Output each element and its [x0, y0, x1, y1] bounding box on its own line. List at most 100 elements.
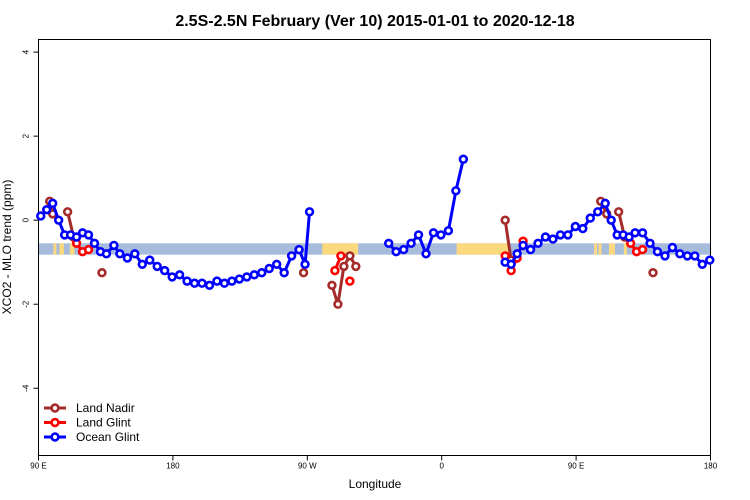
data-point — [197, 278, 207, 288]
data-point — [345, 251, 355, 261]
data-point — [234, 274, 245, 284]
data-point — [585, 213, 595, 223]
data-point — [152, 261, 162, 272]
data-point — [512, 249, 522, 259]
legend-label: Land Glint — [76, 416, 131, 430]
land-band-segment — [608, 243, 615, 255]
data-point — [83, 230, 94, 240]
land-ocean-band — [38, 243, 711, 255]
data-point — [413, 230, 424, 240]
x-tick-label: 180 — [704, 462, 718, 471]
data-point — [182, 276, 192, 286]
legend-item: Land Glint — [44, 416, 131, 430]
data-point — [648, 268, 658, 278]
data-point — [606, 215, 616, 225]
data-point — [279, 268, 289, 278]
data-point — [548, 234, 558, 244]
data-point — [406, 238, 416, 248]
land-band-segment — [594, 243, 598, 255]
data-point — [109, 240, 119, 251]
data-point — [652, 247, 663, 257]
data-point — [345, 276, 355, 286]
data-point — [115, 249, 125, 259]
axes: 90 E 180 90 W 0 90 E 180 4 2 0 -2 -4 — [22, 49, 718, 470]
data-point — [436, 230, 446, 240]
data-point — [593, 207, 603, 217]
data-point — [518, 240, 528, 251]
data-point — [145, 255, 155, 265]
data-point — [304, 207, 315, 217]
data-point — [428, 228, 439, 238]
data-point — [697, 259, 707, 270]
data-point — [71, 232, 82, 242]
land-band-segment — [59, 243, 64, 255]
data-point — [159, 265, 170, 276]
data-point — [36, 211, 46, 221]
data-point — [690, 251, 700, 261]
data-point — [167, 272, 177, 282]
data-point — [682, 251, 693, 261]
data-point — [570, 221, 581, 232]
legend-label: Land Nadir — [76, 401, 135, 415]
x-axis-title: Longitude — [349, 477, 402, 491]
data-point — [83, 244, 94, 255]
data-point — [294, 244, 304, 255]
data-point — [506, 259, 516, 270]
data-point — [122, 253, 133, 263]
land-band-segment — [456, 243, 509, 255]
data-point — [443, 225, 454, 236]
legend-marker — [50, 417, 60, 428]
data-point — [189, 278, 200, 288]
x-tick-label: 180 — [166, 462, 180, 471]
legend-marker — [50, 432, 60, 442]
data-point — [637, 228, 648, 238]
x-tick-label: 0 — [439, 462, 444, 471]
data-point — [555, 230, 566, 240]
data-point — [336, 251, 346, 261]
data-point — [383, 238, 394, 248]
plot-frame — [38, 39, 711, 456]
data-point — [630, 228, 640, 238]
data-point — [62, 207, 73, 217]
data-point — [101, 249, 112, 259]
y-tick-label: 2 — [22, 133, 31, 138]
legend-label: Ocean Glint — [76, 430, 140, 444]
data-point — [89, 238, 100, 248]
data-point — [212, 276, 222, 286]
data-point — [675, 249, 685, 259]
data-point — [613, 207, 624, 217]
data-point — [47, 198, 58, 209]
data-point — [667, 242, 678, 253]
land-band-segment — [322, 243, 359, 255]
data-point — [451, 186, 461, 196]
data-point — [130, 249, 140, 259]
data-point — [578, 223, 588, 234]
data-point — [391, 247, 401, 257]
y-tick-label: 0 — [22, 217, 31, 222]
data-point — [500, 215, 510, 225]
data-point — [398, 244, 409, 255]
y-axis-title: XCO2 - MLO trend (ppm) — [0, 180, 14, 315]
ocean-band — [38, 243, 711, 255]
data-point — [458, 154, 469, 164]
land-band-segment — [69, 243, 75, 255]
data-point — [333, 299, 343, 309]
data-point — [97, 268, 107, 278]
data-point — [421, 249, 431, 259]
land-band-segment — [623, 243, 627, 255]
data-series — [36, 154, 715, 309]
series-line — [503, 219, 513, 261]
data-point — [137, 259, 147, 270]
data-point — [174, 270, 185, 280]
data-point — [257, 268, 267, 278]
data-point — [540, 232, 551, 242]
x-tick-label: 90 E — [30, 462, 46, 471]
data-point — [300, 259, 310, 270]
data-point — [249, 270, 259, 280]
data-point — [53, 215, 64, 225]
y-tick-label: -2 — [22, 300, 31, 308]
data-point — [525, 244, 536, 255]
data-point — [327, 280, 337, 291]
data-point — [645, 238, 655, 248]
data-point — [219, 278, 230, 288]
